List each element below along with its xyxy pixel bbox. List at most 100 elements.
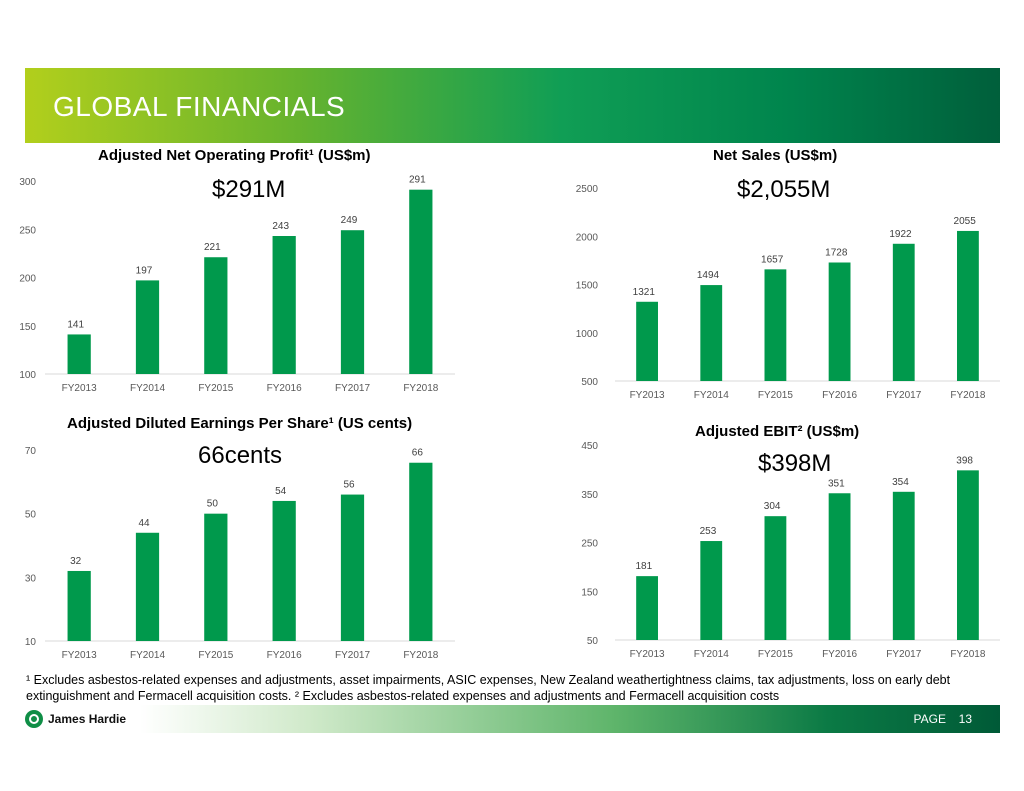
y-tick-label: 10 xyxy=(25,637,37,648)
data-label: 398 xyxy=(956,455,973,466)
y-tick-label: 500 xyxy=(581,377,598,388)
chart-title-ebit: Adjusted EBIT² (US$m) xyxy=(695,423,860,440)
footer-gradient xyxy=(140,705,1000,733)
bar-nop-fy2016 xyxy=(272,236,296,374)
bar-ebit-fy2018 xyxy=(957,470,979,640)
x-tick-label: FY2017 xyxy=(335,650,370,661)
data-label: 141 xyxy=(67,319,84,330)
x-tick-label: FY2017 xyxy=(886,390,921,401)
y-tick-label: 250 xyxy=(581,539,598,550)
data-label: 44 xyxy=(138,518,150,529)
bar-net-sales-fy2016 xyxy=(828,262,851,381)
x-tick-label: FY2018 xyxy=(950,390,985,401)
bar-ebit-fy2013 xyxy=(636,576,658,640)
bar-nop-fy2014 xyxy=(135,280,160,374)
chart-title-net-operating-profit: Adjusted Net Operating Profit¹ (US$m) xyxy=(98,147,371,164)
data-label: 253 xyxy=(700,526,717,537)
x-tick-label: FY2018 xyxy=(403,383,438,394)
data-label: 1494 xyxy=(697,270,720,281)
x-tick-label: FY2017 xyxy=(335,383,370,394)
data-label: 1922 xyxy=(889,229,912,240)
bar-net-sales-fy2017 xyxy=(892,243,915,381)
data-label: 221 xyxy=(204,242,221,253)
x-tick-label: FY2015 xyxy=(198,383,233,394)
chart-title-net-sales: Net Sales (US$m) xyxy=(713,147,838,164)
data-label: 50 xyxy=(207,499,219,510)
data-label: 351 xyxy=(828,478,845,489)
data-label: 243 xyxy=(272,221,289,232)
x-tick-label: FY2018 xyxy=(403,650,438,661)
x-tick-label: FY2013 xyxy=(630,390,665,401)
bar-nop-fy2018 xyxy=(409,189,433,374)
bar-eps-fy2013 xyxy=(67,570,91,641)
bar-ebit-fy2017 xyxy=(892,491,915,640)
data-label: 66 xyxy=(412,448,424,459)
bar-nop-fy2015 xyxy=(204,257,228,374)
data-label: 1657 xyxy=(761,254,784,265)
data-label: 32 xyxy=(70,556,82,567)
footer-bar: James Hardie PAGE 13 xyxy=(25,705,1000,733)
footnote: ¹ Excludes asbestos-related expenses and… xyxy=(26,673,951,703)
bar-nop-fy2017 xyxy=(340,230,365,374)
y-tick-label: 1000 xyxy=(576,329,599,340)
bar-eps-fy2015 xyxy=(204,513,228,641)
bar-ebit-fy2014 xyxy=(700,541,723,640)
data-label: 291 xyxy=(409,175,426,186)
x-tick-label: FY2015 xyxy=(198,650,233,661)
chart-title-diluted-eps: Adjusted Diluted Earnings Per Share¹ (US… xyxy=(67,415,413,432)
bar-eps-fy2017 xyxy=(340,494,365,641)
x-tick-label: FY2017 xyxy=(886,649,921,660)
data-label: 54 xyxy=(275,486,287,497)
y-tick-label: 350 xyxy=(581,490,598,501)
company-logo: James Hardie xyxy=(25,709,126,729)
logo-icon xyxy=(25,710,43,728)
bar-net-sales-fy2014 xyxy=(700,285,723,381)
x-tick-label: FY2016 xyxy=(822,390,857,401)
bar-eps-fy2016 xyxy=(272,500,296,641)
bar-net-sales-fy2015 xyxy=(764,269,787,381)
data-label: 1728 xyxy=(825,247,848,258)
data-label: 56 xyxy=(343,480,355,491)
page-title: GLOBAL FINANCIALS xyxy=(53,91,346,122)
title-banner: GLOBAL FINANCIALS xyxy=(25,68,1000,143)
chart-ebit: 50 150 250 350 450 181 FY2013 253 FY2014 304 FY201… xyxy=(581,441,1000,660)
y-tick-label: 450 xyxy=(581,441,598,452)
bar-ebit-fy2015 xyxy=(764,516,787,640)
y-tick-label: 70 xyxy=(25,446,37,457)
data-label: 249 xyxy=(341,215,358,226)
x-tick-label: FY2014 xyxy=(130,383,165,394)
headline-diluted-eps: 66cents xyxy=(198,442,283,469)
y-tick-label: 50 xyxy=(25,510,37,521)
y-tick-label: 2000 xyxy=(576,232,599,243)
y-tick-label: 200 xyxy=(19,274,36,285)
x-tick-label: FY2016 xyxy=(267,650,302,661)
bar-ebit-fy2016 xyxy=(828,493,851,640)
y-tick-label: 30 xyxy=(25,573,37,584)
page-number: 13 xyxy=(958,712,972,726)
data-label: 181 xyxy=(635,561,652,572)
y-tick-label: 50 xyxy=(587,636,599,647)
y-tick-label: 250 xyxy=(19,225,36,236)
chart-net-sales: 500 1000 1500 2000 2500 1321 FY2013 1494 FY2014 1… xyxy=(576,184,1000,401)
data-label: 197 xyxy=(136,265,153,276)
x-tick-label: FY2016 xyxy=(822,649,857,660)
x-tick-label: FY2015 xyxy=(758,649,793,660)
x-tick-label: FY2018 xyxy=(950,649,985,660)
bar-net-sales-fy2018 xyxy=(957,230,979,381)
data-label: 1321 xyxy=(633,287,656,298)
bar-eps-fy2018 xyxy=(409,462,433,641)
y-tick-label: 300 xyxy=(19,177,36,188)
data-label: 354 xyxy=(892,477,909,488)
data-label: 2055 xyxy=(954,216,977,227)
company-name: James Hardie xyxy=(48,712,127,726)
bar-net-sales-fy2013 xyxy=(636,301,658,381)
headline-net-operating-profit: $291M xyxy=(212,176,286,203)
x-tick-label: FY2014 xyxy=(694,649,729,660)
y-tick-label: 2500 xyxy=(576,184,599,195)
y-tick-label: 150 xyxy=(19,322,36,333)
x-tick-label: FY2014 xyxy=(130,650,165,661)
bar-eps-fy2014 xyxy=(135,532,160,641)
headline-net-sales: $2,055M xyxy=(737,176,831,203)
x-tick-label: FY2015 xyxy=(758,390,793,401)
y-tick-label: 1500 xyxy=(576,281,599,292)
